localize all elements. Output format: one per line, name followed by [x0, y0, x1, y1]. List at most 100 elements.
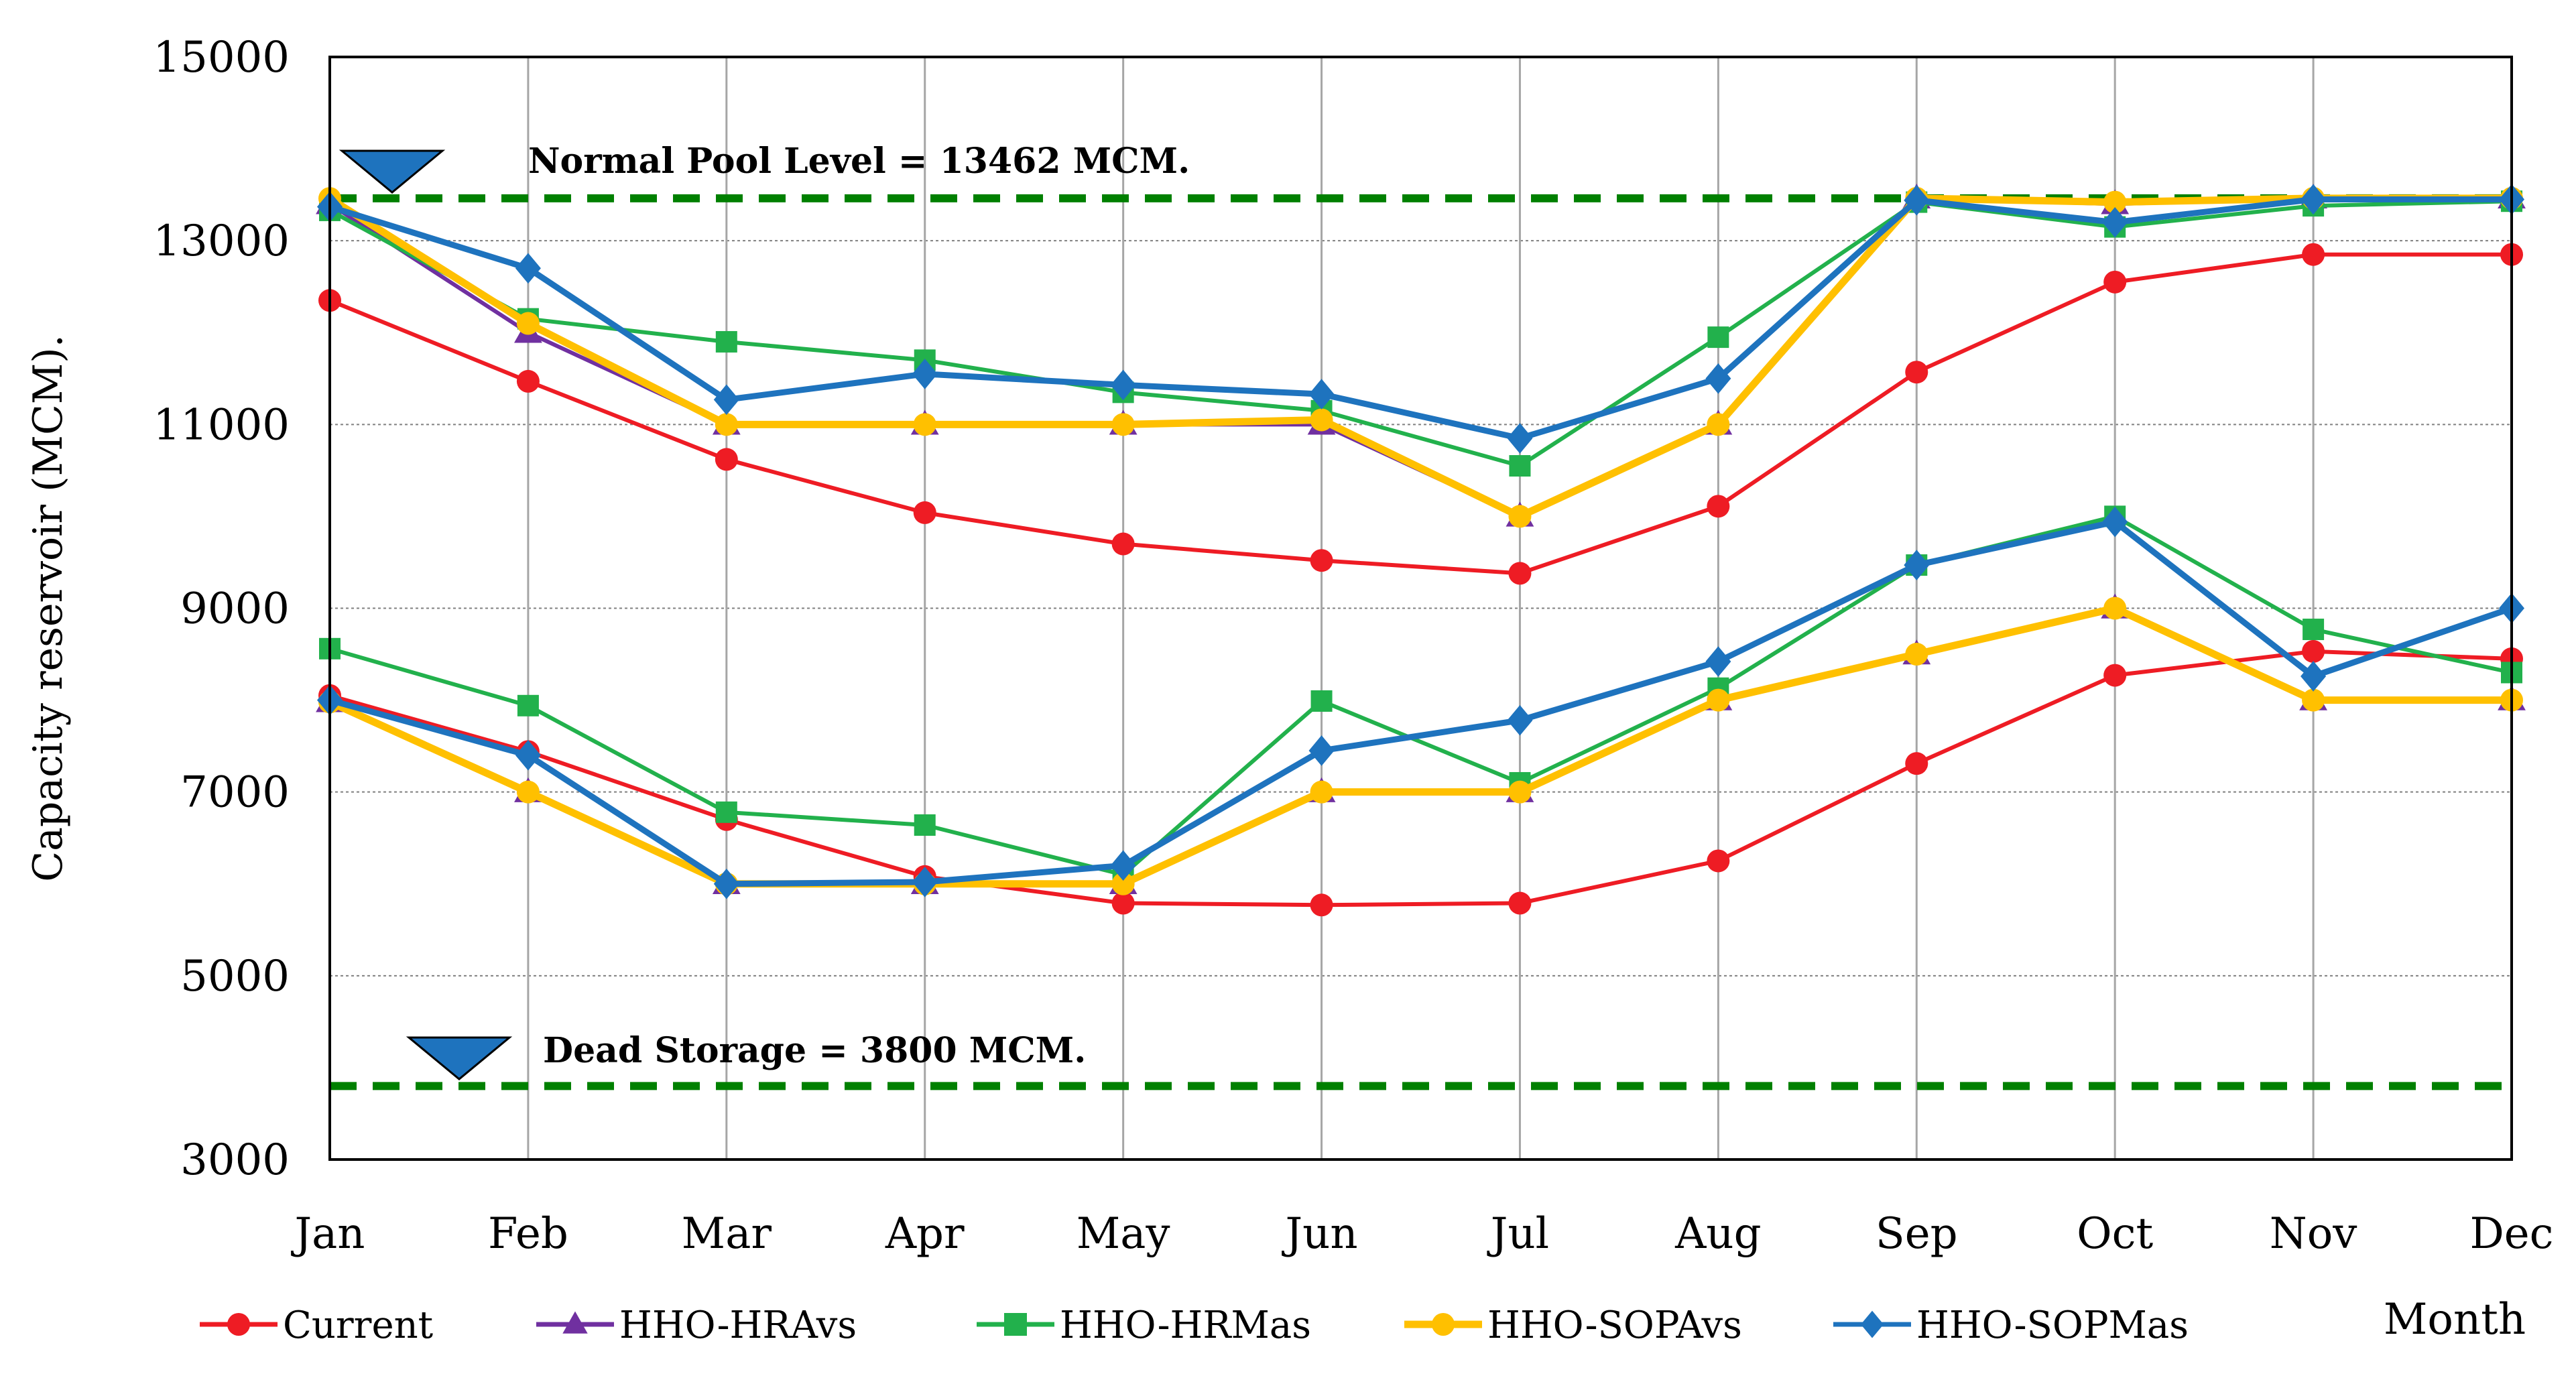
data-point — [913, 501, 936, 524]
legend-label: HHO-SOPAvs — [1487, 1304, 1742, 1347]
y-tick-label: 7000 — [180, 768, 290, 818]
data-point — [1308, 735, 1335, 766]
series-hho-hravs-upper — [316, 183, 2526, 527]
data-point — [1508, 562, 1532, 585]
data-point — [1110, 850, 1136, 881]
data-point — [715, 330, 737, 353]
x-tick-label: Feb — [488, 1209, 568, 1259]
data-point — [515, 253, 541, 284]
series-current-upper — [318, 243, 2523, 585]
series-line — [328, 196, 2512, 442]
x-tick-label: Jul — [1487, 1209, 1549, 1259]
legend-item-current: Current — [200, 1304, 434, 1347]
data-point — [517, 694, 539, 716]
data-point — [1111, 872, 1135, 895]
series-line — [328, 199, 2512, 468]
legend-item-hho-hrmas: HHO-HRMas — [977, 1304, 1311, 1347]
data-point — [2103, 270, 2127, 294]
data-point — [2102, 206, 2128, 238]
data-point — [1310, 549, 1333, 572]
data-point — [1310, 780, 1333, 804]
data-point — [516, 312, 540, 335]
data-point — [2303, 619, 2325, 641]
data-point — [1508, 780, 1532, 804]
data-point — [2302, 243, 2325, 266]
x-tick-label: Dec — [2469, 1209, 2553, 1259]
data-point — [1507, 704, 1533, 736]
data-point — [2103, 664, 2127, 687]
data-point — [2301, 661, 2327, 692]
data-point — [516, 369, 540, 393]
data-point — [515, 740, 541, 771]
y-tick-label: 3000 — [180, 1135, 290, 1185]
data-point — [913, 413, 936, 436]
legend-label: HHO-HRAvs — [619, 1304, 857, 1347]
series-line — [328, 252, 2512, 576]
water-level-icon — [406, 1036, 513, 1080]
x-tick-label: Aug — [1674, 1209, 1761, 1259]
data-point — [2103, 597, 2127, 620]
series-hho-sopavs-lower — [318, 597, 2523, 895]
data-point — [715, 413, 738, 436]
y-tick-label: 9000 — [180, 584, 290, 634]
reference-lines: Normal Pool Level = 13462 MCM. Dead Stora… — [330, 141, 2512, 1090]
series-line — [328, 605, 2512, 888]
y-tick-label: 5000 — [180, 952, 290, 1001]
reference-line-label: Dead Storage = 3800 MCM. — [543, 1030, 1086, 1071]
data-point — [1110, 369, 1136, 401]
data-point — [1508, 891, 1532, 915]
data-point — [2103, 190, 2127, 214]
data-point — [2102, 506, 2128, 538]
data-point — [715, 801, 737, 823]
data-point — [1705, 363, 1731, 394]
series-hho-hrmas-upper — [319, 190, 2522, 477]
series-line — [329, 649, 2512, 907]
legend-item-hho-hravs: HHO-HRAvs — [536, 1304, 857, 1347]
data-point — [1705, 646, 1731, 677]
data-point — [1310, 690, 1333, 712]
data-point — [1905, 643, 1928, 666]
data-point — [1905, 361, 1928, 384]
data-point — [1308, 379, 1335, 410]
data-point — [1004, 1313, 1027, 1336]
series-line — [328, 606, 2512, 886]
x-tick-label: Mar — [682, 1209, 772, 1259]
data-point — [1509, 455, 1531, 477]
data-point — [1508, 505, 1532, 528]
reference-line-label: Normal Pool Level = 13462 MCM. — [528, 141, 1190, 182]
data-point — [1905, 752, 1928, 775]
data-point — [1111, 532, 1135, 556]
data-point — [1707, 495, 1730, 518]
x-tick-label: May — [1077, 1209, 1170, 1259]
data-point — [227, 1313, 250, 1336]
data-point — [1904, 550, 1930, 580]
legend-item-hho-sopavs: HHO-SOPAvs — [1404, 1304, 1742, 1347]
series-hho-sopmas-upper — [317, 184, 2524, 454]
data-point — [713, 868, 739, 899]
data-point — [1111, 891, 1135, 915]
data-point — [2301, 184, 2327, 215]
data-point — [912, 359, 938, 389]
series-line — [328, 519, 2513, 887]
legend-item-hho-sopmas: HHO-SOPMas — [1833, 1304, 2189, 1347]
legend-label: HHO-HRMas — [1060, 1304, 1311, 1347]
data-point — [1861, 1310, 1884, 1338]
y-tick-label: 11000 — [153, 400, 290, 450]
x-tick-labels: Jan Feb Mar Apr May Jun Jul Aug Sep Oct Nov Dec — [290, 1209, 2553, 1259]
data-point — [713, 384, 739, 416]
data-point — [1507, 423, 1533, 454]
series-hho-sopmas-lower — [317, 506, 2524, 899]
x-axis-label: Month — [2384, 1295, 2526, 1344]
x-tick-label: Jun — [1281, 1209, 1357, 1259]
series-hho-sopavs-upper — [318, 186, 2523, 528]
data-point — [1432, 1313, 1455, 1336]
data-point — [1707, 849, 1730, 873]
legend-label: HHO-SOPMas — [1916, 1304, 2189, 1347]
data-point — [1310, 893, 1333, 917]
x-tick-label: Oct — [2077, 1209, 2153, 1259]
grid-lines — [328, 56, 2513, 1160]
y-tick-label: 15000 — [153, 33, 290, 82]
water-level-icon — [339, 149, 446, 194]
legend: Current HHO-HRAvs HHO-HRMas HHO-SOPAvs HHO-S… — [200, 1304, 2189, 1347]
plot-frame — [328, 56, 2513, 1161]
